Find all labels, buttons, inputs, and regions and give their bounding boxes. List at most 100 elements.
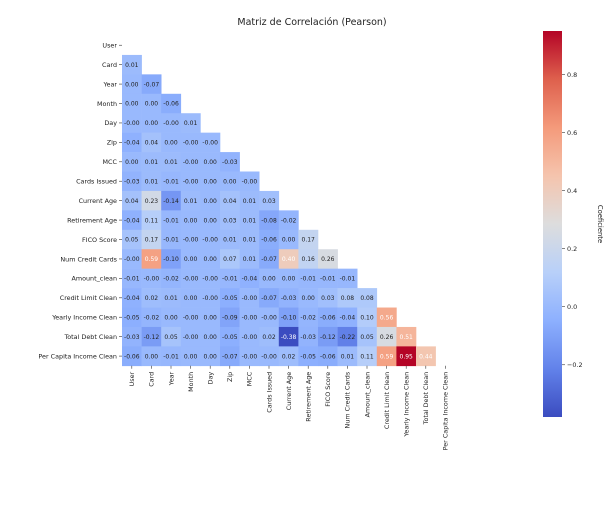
- row-label: Day: [104, 119, 117, 127]
- heatmap-cell: [180, 288, 201, 308]
- cell-value-label: 0.02: [145, 295, 159, 302]
- heatmap-cell: [220, 268, 240, 289]
- heatmap-cell: [298, 307, 319, 328]
- cell-value-label: -0.05: [124, 314, 140, 321]
- heatmap-cell: [278, 229, 299, 250]
- cell-value-label: -0.07: [261, 256, 277, 263]
- cell-value-label: -0.22: [340, 334, 356, 341]
- heatmap-cell: [259, 249, 280, 269]
- heatmap-cell: [220, 288, 240, 308]
- heatmap-cell: [239, 346, 260, 367]
- heatmap-cell: [180, 190, 201, 211]
- cell-value-label: 0.01: [125, 62, 139, 69]
- heatmap-cell: [220, 210, 240, 231]
- column-label: Day: [207, 372, 215, 385]
- row-label: Retirement Age: [67, 216, 117, 224]
- heatmap-cell: [161, 307, 182, 328]
- row-label: Month: [97, 100, 117, 108]
- column-label: Credit Limit Clean: [383, 372, 391, 429]
- cell-value-label: 0.17: [145, 237, 159, 244]
- heatmap-cell: [122, 152, 142, 172]
- column-label: Retirement Age: [305, 372, 313, 422]
- heatmap-cell: [141, 152, 162, 172]
- heatmap-cell: [239, 229, 260, 250]
- heatmap-cell: [318, 307, 338, 328]
- heatmap-cell: [318, 288, 338, 308]
- colorbar-label: Coeficiente: [596, 205, 604, 243]
- cell-value-label: 0.95: [400, 353, 414, 360]
- heatmap-cell: [298, 268, 319, 289]
- heatmap-cell: [220, 190, 240, 211]
- heatmap-cell: [122, 268, 142, 289]
- heatmap-cell: [180, 249, 201, 269]
- cell-value-label: 0.01: [341, 353, 355, 360]
- heatmap-cell: [200, 307, 221, 328]
- cell-value-label: 0.03: [321, 295, 335, 302]
- heatmap-cell: [357, 326, 378, 347]
- cell-value-label: 0.08: [341, 295, 355, 302]
- heatmap-cell: [337, 288, 358, 308]
- row-label: Amount_clean: [72, 275, 118, 283]
- cell-value-label: -0.00: [261, 314, 277, 321]
- heatmap-cell: [180, 268, 201, 289]
- heatmap-cell: [200, 210, 221, 231]
- heatmap-cell: [180, 132, 201, 153]
- cell-value-label: -0.00: [242, 353, 258, 360]
- cell-value-label: -0.00: [124, 256, 140, 263]
- heatmap-cell: [220, 326, 240, 347]
- heatmap-cell: [220, 249, 240, 269]
- cell-value-label: 0.00: [184, 256, 198, 263]
- cell-value-label: -0.03: [222, 159, 238, 166]
- cell-value-label: -0.03: [124, 178, 140, 185]
- heatmap-cell: [357, 288, 378, 308]
- heatmap-cell: [259, 326, 280, 347]
- heatmap-cell: [161, 210, 182, 231]
- cell-value-label: -0.07: [261, 295, 277, 302]
- heatmap-cell: [376, 307, 397, 328]
- cell-value-label: 0.10: [360, 314, 374, 321]
- cell-value-label: 0.00: [145, 120, 159, 127]
- heatmap-cell: [278, 210, 299, 231]
- cell-value-label: -0.14: [163, 198, 179, 205]
- heatmap-cell: [161, 113, 182, 133]
- cell-value-label: -0.06: [320, 314, 336, 321]
- cell-value-label: -0.03: [281, 295, 297, 302]
- cell-value-label: -0.04: [124, 295, 140, 302]
- heatmap-cell: [122, 171, 142, 192]
- heatmap-cell: [161, 93, 182, 114]
- heatmap-cell: [122, 326, 142, 347]
- cell-value-label: 0.00: [204, 159, 218, 166]
- cell-value-label: 0.05: [125, 237, 139, 244]
- cell-value-label: 0.00: [184, 353, 198, 360]
- cell-value-label: -0.05: [222, 334, 238, 341]
- cell-value-label: -0.00: [183, 334, 199, 341]
- row-label: Num Credit Cards: [60, 255, 117, 263]
- heatmap-cell: [259, 307, 280, 328]
- cell-value-label: -0.00: [261, 353, 277, 360]
- heatmap-cell: [376, 326, 397, 347]
- cell-value-label: 0.56: [380, 314, 394, 321]
- column-label: Zip: [226, 372, 234, 382]
- heatmap-cell: [141, 113, 162, 133]
- heatmap-cell: [318, 249, 338, 269]
- cell-value-label: 0.00: [145, 101, 159, 108]
- column-label: Year: [167, 371, 175, 386]
- heatmap-cell: [141, 288, 162, 308]
- heatmap-cell: [337, 326, 358, 347]
- heatmap-cell: [161, 346, 182, 367]
- cell-value-label: 0.03: [262, 198, 276, 205]
- cell-value-label: -0.04: [340, 314, 356, 321]
- column-label: Month: [187, 372, 195, 392]
- row-label: Card: [102, 61, 117, 69]
- cell-value-label: -0.00: [242, 314, 258, 321]
- column-label: Amount_clean: [363, 372, 371, 418]
- cell-value-label: 0.00: [164, 140, 178, 147]
- heatmap-cells: 0.01 0.00 -0.07 0.00 0.00 -0.06 -0.00 0.00 -0.00…: [122, 54, 436, 367]
- heatmap-cell: [239, 268, 260, 289]
- row-label: Year: [102, 80, 117, 88]
- cell-value-label: 0.01: [243, 256, 257, 263]
- heatmap-cell: [337, 268, 358, 289]
- heatmap-cell: [161, 190, 182, 211]
- column-label: Card: [148, 372, 156, 387]
